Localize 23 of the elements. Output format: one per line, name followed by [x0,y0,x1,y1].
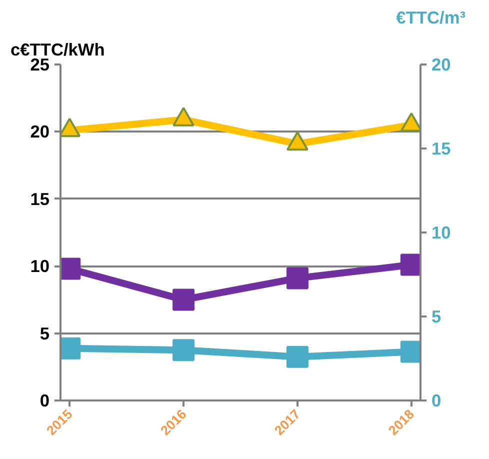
y-tick-label: 20 [30,122,50,142]
y2-tick-label: 0 [432,390,442,410]
point [60,258,81,280]
y-tick-label: 5 [40,323,50,344]
point [60,118,81,138]
y2-tick-label: 10 [432,222,451,242]
point [286,346,308,368]
y-tick-label: 0 [40,390,50,410]
point [172,107,195,126]
point [60,337,81,360]
point [172,339,195,362]
y2-tick-label: 20 [432,54,451,74]
y2-tick-label: 15 [432,138,452,158]
y-tick-label: 10 [30,256,50,276]
point [400,254,420,276]
point [400,112,420,132]
point [172,288,195,311]
point [286,131,308,151]
point [286,267,308,290]
y-tick-label: 15 [30,188,50,209]
point [400,340,420,363]
y2-axis-title: €TTC/m³ [396,8,466,28]
y2-tick-label: 5 [432,306,442,326]
